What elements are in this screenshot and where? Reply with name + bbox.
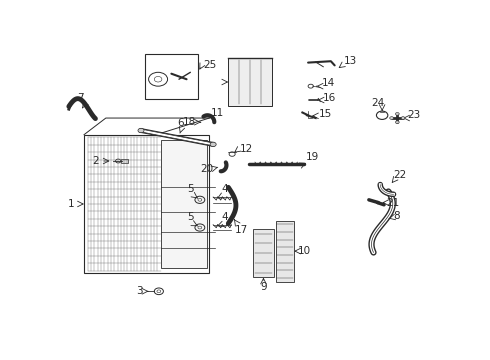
Text: 5: 5 xyxy=(187,184,194,194)
Text: 21: 21 xyxy=(386,198,399,208)
Text: 24: 24 xyxy=(372,98,385,108)
Bar xyxy=(253,229,274,278)
Text: 7: 7 xyxy=(77,93,84,103)
Text: 25: 25 xyxy=(204,60,217,70)
Bar xyxy=(145,54,198,99)
Text: 14: 14 xyxy=(321,78,335,89)
Text: 6: 6 xyxy=(177,118,184,128)
Text: 12: 12 xyxy=(240,144,253,153)
Text: 22: 22 xyxy=(393,170,407,180)
Circle shape xyxy=(390,117,393,120)
Text: 19: 19 xyxy=(306,152,319,162)
Circle shape xyxy=(395,121,399,123)
Text: 26: 26 xyxy=(151,86,165,96)
Text: 20: 20 xyxy=(200,164,213,174)
FancyBboxPatch shape xyxy=(121,159,128,163)
Text: 10: 10 xyxy=(298,246,311,256)
Text: 4: 4 xyxy=(221,184,228,194)
Bar xyxy=(228,58,272,105)
Text: 1: 1 xyxy=(68,199,74,209)
Text: 16: 16 xyxy=(322,93,336,103)
Text: 13: 13 xyxy=(344,56,357,66)
Bar xyxy=(276,221,294,282)
Text: 15: 15 xyxy=(318,109,332,119)
Text: 3: 3 xyxy=(136,286,143,296)
Bar xyxy=(84,135,209,273)
Text: 18: 18 xyxy=(183,117,196,127)
Text: 8: 8 xyxy=(393,211,400,221)
Circle shape xyxy=(210,142,216,147)
Text: 23: 23 xyxy=(407,110,420,120)
Circle shape xyxy=(138,128,144,133)
Circle shape xyxy=(401,117,405,120)
Text: 4: 4 xyxy=(221,212,228,222)
Text: 9: 9 xyxy=(260,282,267,292)
Text: 11: 11 xyxy=(211,108,224,118)
Text: 17: 17 xyxy=(235,225,248,235)
Bar xyxy=(161,140,207,268)
Circle shape xyxy=(395,112,399,115)
Text: 5: 5 xyxy=(187,212,194,222)
Text: 2: 2 xyxy=(93,156,99,166)
